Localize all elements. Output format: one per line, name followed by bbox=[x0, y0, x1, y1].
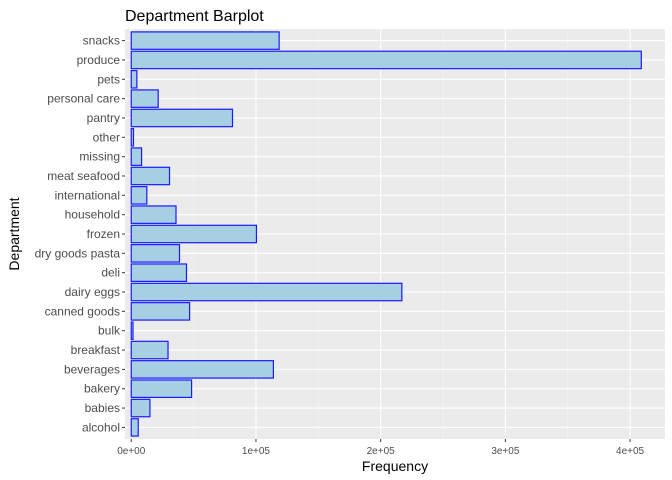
y-tick-label: pantry bbox=[87, 111, 120, 125]
bar-dairy-eggs bbox=[130, 282, 403, 302]
bars bbox=[130, 31, 642, 437]
y-tick-label: pets bbox=[97, 72, 120, 86]
y-tick-label: meat seafood bbox=[47, 169, 120, 183]
bar-other bbox=[130, 127, 135, 147]
x-tick-label: 2e+05 bbox=[367, 446, 396, 457]
y-tick-label: international bbox=[55, 188, 120, 202]
bar-meat-seafood bbox=[130, 166, 171, 186]
x-tick-label: 4e+05 bbox=[616, 446, 645, 457]
bar-international bbox=[130, 186, 148, 205]
y-tick-label: deli bbox=[101, 266, 120, 280]
bar-alcohol bbox=[130, 418, 139, 437]
bar-bakery bbox=[130, 379, 193, 399]
x-tick-label: 0e+00 bbox=[117, 446, 146, 457]
x-tick-label: 3e+05 bbox=[491, 446, 520, 457]
bar-pets bbox=[130, 69, 138, 89]
bar-breakfast bbox=[130, 340, 169, 360]
y-tick-label: missing bbox=[79, 150, 120, 164]
bar-pantry bbox=[130, 108, 234, 128]
bar-personal-care bbox=[130, 89, 159, 108]
y-tick-label: frozen bbox=[87, 227, 120, 241]
bar-produce bbox=[130, 50, 642, 70]
bar-babies bbox=[130, 398, 151, 418]
x-axis-title: Frequency bbox=[362, 458, 428, 474]
y-tick-label: alcohol bbox=[82, 420, 120, 434]
bar-beverages bbox=[130, 360, 275, 379]
bar-household bbox=[130, 205, 177, 224]
y-axis-title: Department bbox=[6, 197, 22, 270]
y-tick-label: personal care bbox=[47, 92, 120, 106]
y-tick-label: dry goods pasta bbox=[35, 246, 121, 260]
bar-dry-goods-pasta bbox=[130, 244, 181, 263]
y-tick-label: breakfast bbox=[71, 343, 121, 357]
y-tick-label: dairy eggs bbox=[65, 285, 120, 299]
chart-title: Department Barplot bbox=[125, 8, 264, 25]
y-tick-label: bakery bbox=[84, 382, 120, 396]
y-tick-label: household bbox=[65, 208, 120, 222]
bar-snacks bbox=[130, 31, 280, 50]
bar-canned-goods bbox=[130, 302, 191, 321]
x-tick-label: 1e+05 bbox=[242, 446, 271, 457]
major-gridlines bbox=[125, 29, 665, 439]
y-tick-label: beverages bbox=[64, 362, 120, 376]
x-axis: 0e+00 1e+05 2e+05 3e+05 4e+05 bbox=[117, 439, 645, 457]
bar-missing bbox=[130, 147, 143, 166]
y-tick-label: canned goods bbox=[45, 304, 120, 318]
bar-frozen bbox=[130, 224, 258, 244]
y-tick-label: babies bbox=[85, 401, 120, 415]
y-axis: alcohol babies bakery beverages breakfast bul… bbox=[35, 34, 125, 434]
y-tick-label: bulk bbox=[98, 324, 121, 338]
bar-bulk bbox=[130, 321, 134, 341]
bar-deli bbox=[130, 263, 188, 282]
y-tick-label: other bbox=[93, 130, 120, 144]
y-tick-label: snacks bbox=[83, 34, 120, 48]
y-tick-label: produce bbox=[77, 53, 121, 67]
